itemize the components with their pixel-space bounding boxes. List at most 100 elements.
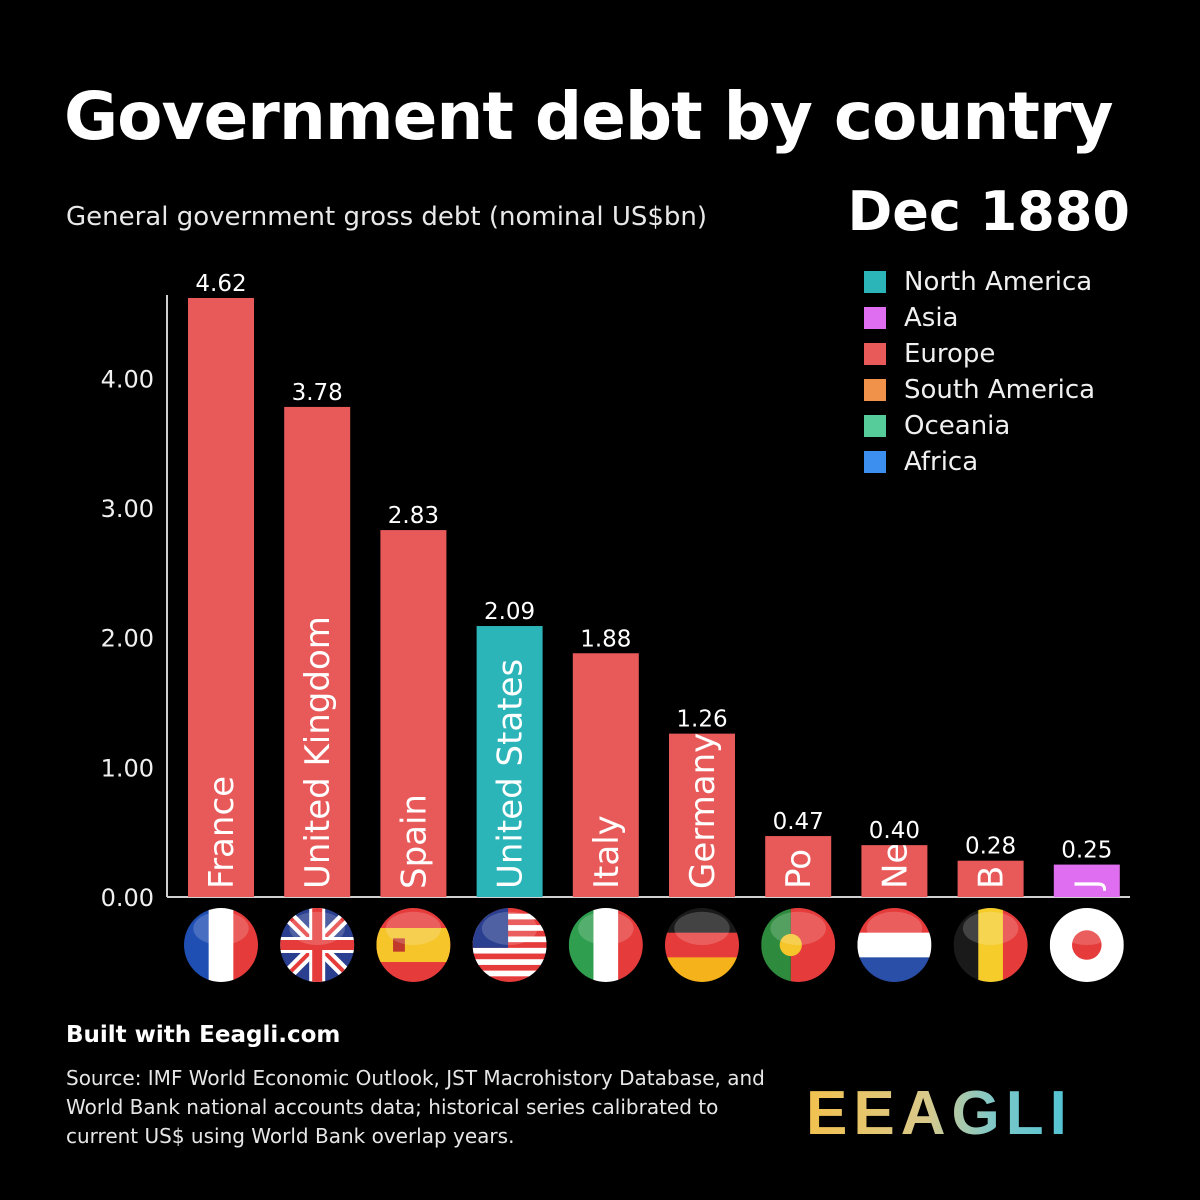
bar-label-group: B [972, 866, 1012, 889]
legend-label: North America [904, 267, 1093, 297]
flag-stripe [978, 908, 1004, 982]
bar-value-label: 2.83 [388, 503, 439, 529]
flag-stripe [472, 925, 547, 932]
bar-italy [572, 653, 639, 897]
flag-gloss [770, 911, 826, 945]
y-tick-label: 2.00 [101, 625, 154, 653]
flag-stripe [312, 908, 323, 982]
legend-swatch [864, 307, 886, 329]
usa-flag-icon [472, 908, 547, 982]
built-with-label: Built with Eeagli.com [66, 1022, 341, 1048]
legend-label: Europe [904, 339, 996, 369]
bar-united-states [476, 626, 543, 897]
bar-belgium [957, 860, 1024, 897]
legend-swatch [864, 379, 886, 401]
bar-chart: 0.00 1.00 2.00 3.00 4.00 4.62 France 3.78 United… [101, 271, 1130, 982]
bar-label-group: France [202, 776, 242, 889]
legend-label: Asia [904, 303, 959, 333]
bar-france [188, 298, 254, 897]
bar-spain [380, 530, 447, 897]
legend: North America Asia Europe South America … [864, 264, 1095, 480]
legend-swatch [864, 343, 886, 365]
flag-stripe [472, 942, 547, 949]
flag-gloss [193, 911, 249, 945]
bar-country-label: Po [779, 849, 819, 889]
flag-stripe [472, 964, 547, 972]
y-tick-label: 0.00 [101, 884, 154, 912]
eeagli-logo: EEAGLI [806, 1080, 1067, 1142]
bar-netherlands [861, 845, 928, 897]
bar-value-label: 4.62 [195, 271, 246, 297]
legend-item-oceania: Oceania [864, 408, 1095, 444]
flag-stripe [665, 932, 739, 958]
flag-stripe [665, 957, 739, 982]
flag-gloss [289, 911, 345, 945]
flag-gloss [481, 911, 538, 945]
flag-stripe [472, 959, 547, 966]
bar-country-label: Italy [587, 815, 627, 889]
belgium-flag-icon [953, 908, 1028, 982]
bar-label-group: Po [779, 849, 819, 889]
bar-country-label: United Kingdom [298, 616, 338, 889]
chart-subtitle: General government gross debt (nominal U… [66, 202, 708, 232]
flag-stripe [208, 908, 234, 982]
bar-value-label: 1.26 [676, 707, 727, 733]
netherlands-flag-icon [857, 908, 932, 982]
bar-label-group: Ne [875, 843, 915, 889]
bar-country-label: J [1068, 879, 1108, 891]
bar-value-label: 0.47 [773, 809, 824, 835]
legend-swatch [864, 451, 886, 473]
bar-label-group: Italy [587, 815, 627, 889]
bar-country-label: Ne [875, 843, 915, 889]
bar-country-label: Germany [683, 733, 723, 889]
flag-stripe [593, 908, 619, 982]
legend-item-asia: Asia [864, 300, 1095, 336]
legend-item-europe: Europe [864, 336, 1095, 372]
flag-stripe [472, 919, 547, 926]
period-label: Dec 1880 [847, 180, 1130, 243]
legend-swatch [864, 415, 886, 437]
flag-stripe [472, 947, 547, 955]
bar-value-label: 1.88 [580, 626, 631, 652]
flag-stripe [472, 913, 547, 920]
source-note: Source: IMF World Economic Outlook, JST … [66, 1066, 765, 1148]
bar-label-group: Germany [683, 733, 723, 889]
flag-gloss [962, 911, 1019, 945]
flag-gloss [1059, 911, 1115, 945]
y-tick-label: 1.00 [101, 754, 154, 782]
france-flag-icon [184, 908, 258, 982]
legend-item-north-america: North America [864, 264, 1095, 300]
flag-emblem [779, 933, 802, 957]
legend-label: South America [904, 375, 1096, 405]
bar-country-label: France [202, 776, 242, 889]
flag-stripe [472, 908, 547, 915]
bar-country-label: Spain [394, 794, 434, 889]
legend-item-south-america: South America [864, 372, 1095, 408]
flag-gloss [578, 911, 634, 945]
legend-item-africa: Africa [864, 444, 1095, 480]
bar-germany [669, 733, 735, 897]
legend-label: Oceania [904, 411, 1011, 441]
bar-value-label: 3.78 [292, 380, 343, 406]
bar-country-label: B [972, 866, 1012, 889]
legend-swatch [864, 271, 886, 293]
flag-stripe [472, 970, 547, 977]
bar-label-group: United Kingdom [298, 616, 338, 889]
japan-flag-icon [1049, 908, 1124, 982]
legend-label: Africa [904, 447, 979, 477]
flag-stripe [857, 932, 932, 958]
flag-stripe [472, 936, 547, 943]
bar-japan [1053, 864, 1120, 897]
y-tick-label: 4.00 [101, 365, 154, 393]
flag-gloss [866, 911, 923, 945]
bar-value-label: 0.28 [965, 834, 1016, 860]
bar-value-label: 0.25 [1061, 838, 1112, 864]
flag-gloss [674, 911, 730, 945]
flag-stripe [393, 938, 405, 952]
bar-portugal [765, 836, 832, 897]
flag-stripe [472, 953, 547, 960]
uk-flag-icon [280, 908, 355, 982]
bar-label-group: Spain [394, 794, 434, 889]
flag-stripe [472, 930, 547, 937]
bar-value-label: 0.40 [869, 818, 920, 844]
